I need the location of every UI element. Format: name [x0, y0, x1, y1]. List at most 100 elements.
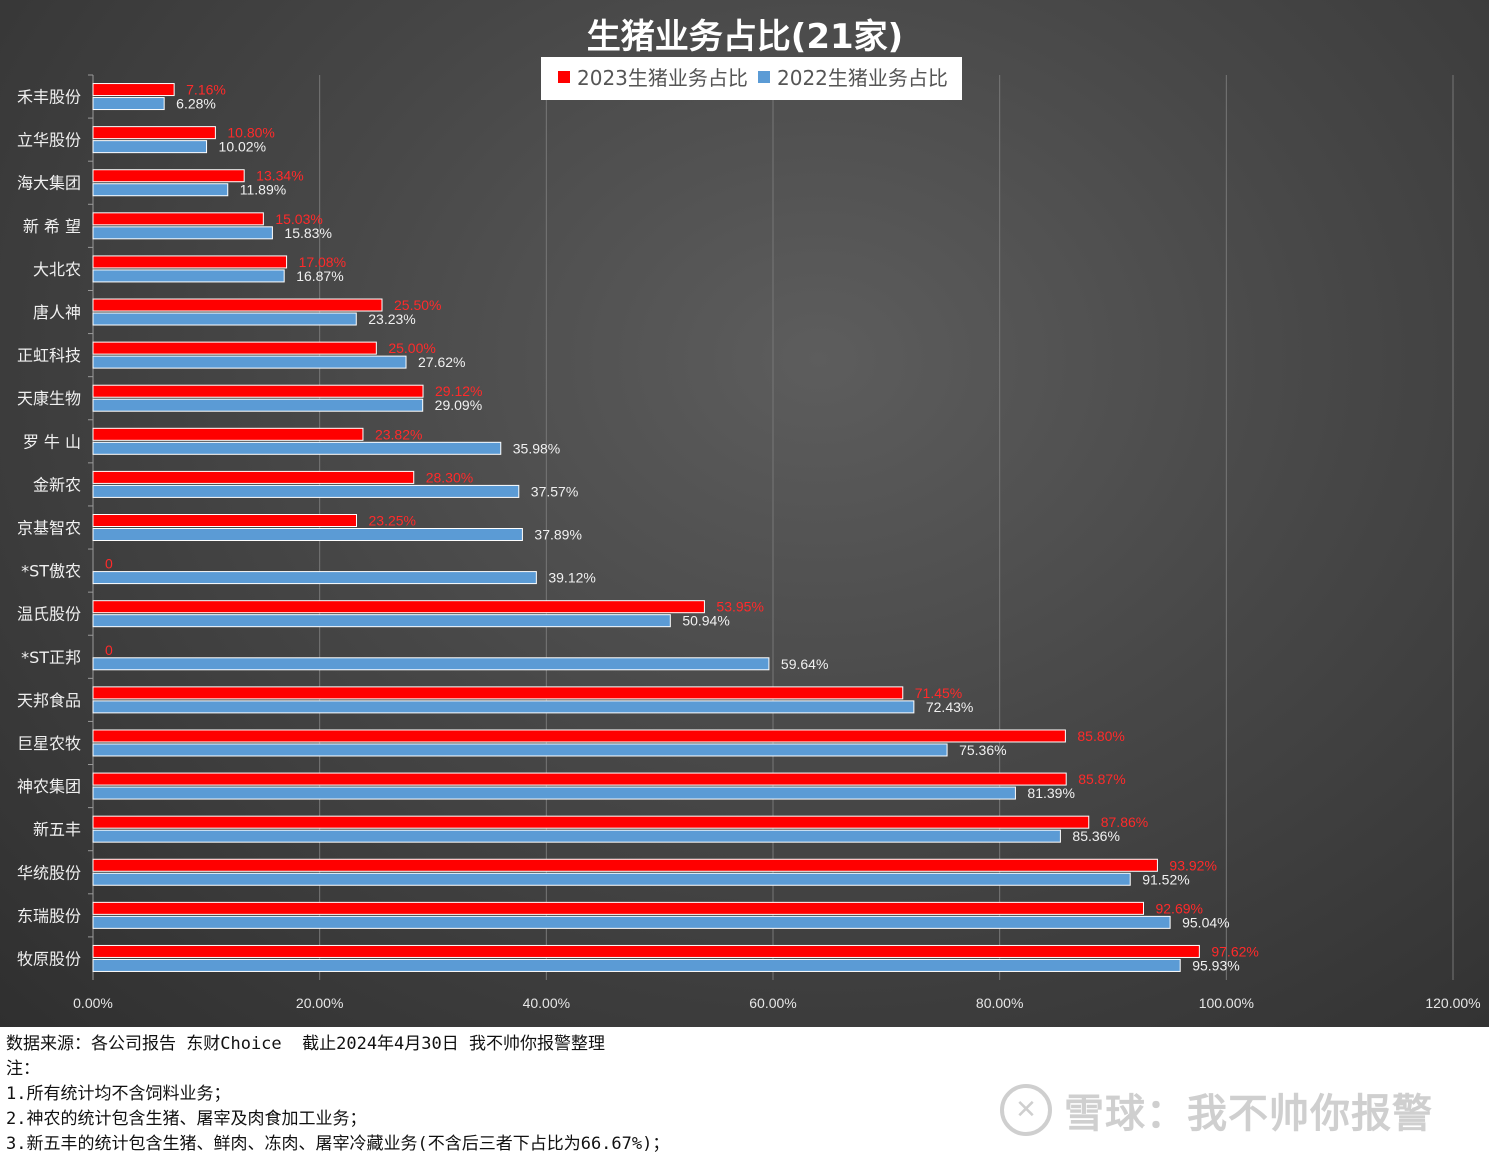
data-label-2022: 81.39%	[1027, 785, 1074, 801]
x-tick-label: 0.00%	[73, 995, 113, 1011]
bar-2023	[92, 772, 1067, 786]
data-label-2023: 29.12%	[435, 383, 482, 399]
data-label-2022: 23.23%	[368, 311, 415, 327]
x-tick-label: 100.00%	[1199, 995, 1254, 1011]
source-note: 数据来源：各公司报告 东财Choice 截止2024年4月30日 我不帅你报警整…	[6, 1034, 605, 1054]
data-label-2022: 27.62%	[418, 354, 465, 370]
bar-2022	[92, 958, 1181, 972]
bar-2022	[92, 614, 671, 628]
bar-2023	[92, 126, 216, 140]
data-label-2022: 6.28%	[176, 96, 216, 112]
category-label: 立华股份	[17, 131, 81, 150]
watermark-text: 雪球：我不帅你报警	[1064, 1091, 1433, 1137]
category-label: 华统股份	[17, 863, 81, 882]
x-tick-label: 80.00%	[976, 995, 1023, 1011]
data-label-2023: 0	[105, 642, 113, 658]
category-label: 金新农	[33, 475, 81, 494]
category-label: 海大集团	[17, 174, 81, 193]
bar-2023	[92, 470, 415, 484]
bar-2022	[92, 657, 770, 671]
bar-2023	[92, 600, 705, 614]
data-label-2022: 50.94%	[682, 613, 729, 629]
category-label: 温氏股份	[17, 605, 81, 624]
bar-2023	[92, 83, 175, 97]
bar-2023	[92, 944, 1200, 958]
category-label: 牧原股份	[17, 949, 81, 968]
bar-2022	[92, 743, 948, 757]
data-label-2022: 85.36%	[1072, 828, 1119, 844]
category-label: 罗 牛 山	[23, 432, 81, 451]
data-label-2022: 29.09%	[435, 397, 482, 413]
legend-swatch-2023	[558, 71, 570, 83]
note-1: 1.所有统计均不含饲料业务；	[6, 1084, 231, 1104]
bar-2023	[92, 427, 364, 441]
note-3: 3.新五丰的统计包含生猪、鲜肉、冻肉、屠宰冷藏业务(不含后三者下占比为66.67…	[6, 1134, 670, 1154]
category-label: 禾丰股份	[17, 88, 81, 107]
data-label-2023: 17.08%	[299, 254, 346, 270]
notes-section: 数据来源：各公司报告 东财Choice 截止2024年4月30日 我不帅你报警整…	[0, 1027, 1489, 1157]
legend-label-2023: 2023生猪业务占比	[577, 66, 748, 90]
category-label: 新五丰	[33, 820, 81, 839]
bar-2023	[92, 858, 1158, 872]
data-label-2023: 23.82%	[375, 426, 422, 442]
bar-2022	[92, 226, 273, 240]
bar-2022	[92, 312, 357, 326]
legend-box	[541, 57, 962, 100]
bar-2022	[92, 915, 1171, 929]
data-label-2022: 16.87%	[296, 268, 343, 284]
data-label-2022: 15.83%	[284, 225, 331, 241]
bar-2023	[92, 686, 904, 700]
x-tick-label: 20.00%	[296, 995, 343, 1011]
data-label-2023: 71.45%	[915, 685, 962, 701]
data-label-2023: 87.86%	[1101, 814, 1148, 830]
data-label-2023: 97.62%	[1211, 943, 1258, 959]
x-tick-label: 40.00%	[523, 995, 570, 1011]
data-label-2022: 11.89%	[240, 182, 286, 198]
data-label-2023: 28.30%	[426, 469, 473, 485]
snowball-logo-icon: ✕	[1000, 1084, 1052, 1136]
category-label: 正虹科技	[17, 346, 81, 365]
data-label-2023: 92.69%	[1155, 900, 1202, 916]
data-label-2023: 85.87%	[1078, 771, 1125, 787]
bar-2022	[92, 355, 407, 369]
bar-2022	[92, 398, 424, 412]
category-label: 大北农	[33, 260, 81, 279]
bar-2022	[92, 97, 165, 111]
data-label-2023: 93.92%	[1169, 857, 1216, 873]
chart-title: 生猪业务占比(21家)	[587, 17, 903, 57]
bar-2023	[92, 729, 1066, 743]
data-label-2022: 10.02%	[219, 139, 266, 155]
legend-label-2022: 2022生猪业务占比	[777, 66, 948, 90]
bar-2022	[92, 140, 208, 154]
category-label: 神农集团	[17, 777, 81, 796]
bar-2022	[92, 700, 915, 714]
category-label: *ST正邦	[21, 648, 81, 667]
x-tick-label: 120.00%	[1425, 995, 1480, 1011]
x-tick-label: 60.00%	[749, 995, 796, 1011]
category-label: 唐人神	[33, 303, 81, 322]
bar-2023	[92, 815, 1090, 829]
data-label-2023: 53.95%	[716, 599, 763, 615]
bar-2022	[92, 829, 1061, 843]
legend-swatch-2022	[758, 71, 770, 83]
data-label-2022: 91.52%	[1142, 871, 1189, 887]
chart-area: 0.00% 20.00% 40.00% 60.00% 80.00% 100.00% 120.…	[0, 0, 1489, 1027]
bar-chart: 0.00% 20.00% 40.00% 60.00% 80.00% 100.00% 120.…	[16, 17, 1481, 1011]
category-label: 东瑞股份	[17, 906, 81, 925]
bar-2022	[92, 269, 285, 283]
data-label-2022: 72.43%	[926, 699, 973, 715]
note-header: 注：	[6, 1059, 40, 1079]
bar-2022	[92, 484, 520, 498]
data-label-2022: 59.64%	[781, 656, 828, 672]
data-label-2023: 13.34%	[256, 168, 303, 184]
data-label-2023: 7.16%	[186, 82, 226, 98]
data-label-2023: 10.80%	[227, 125, 274, 141]
note-2: 2.神农的统计包含生猪、屠宰及肉食加工业务；	[6, 1109, 367, 1129]
bar-2022	[92, 441, 502, 455]
data-label-2023: 25.00%	[388, 340, 435, 356]
data-label-2023: 85.80%	[1077, 728, 1124, 744]
category-label: 天康生物	[17, 389, 81, 408]
watermark: ✕ 雪球：我不帅你报警	[1000, 1080, 1433, 1140]
category-label: 天邦食品	[17, 691, 81, 710]
data-label-2023: 15.03%	[275, 211, 322, 227]
